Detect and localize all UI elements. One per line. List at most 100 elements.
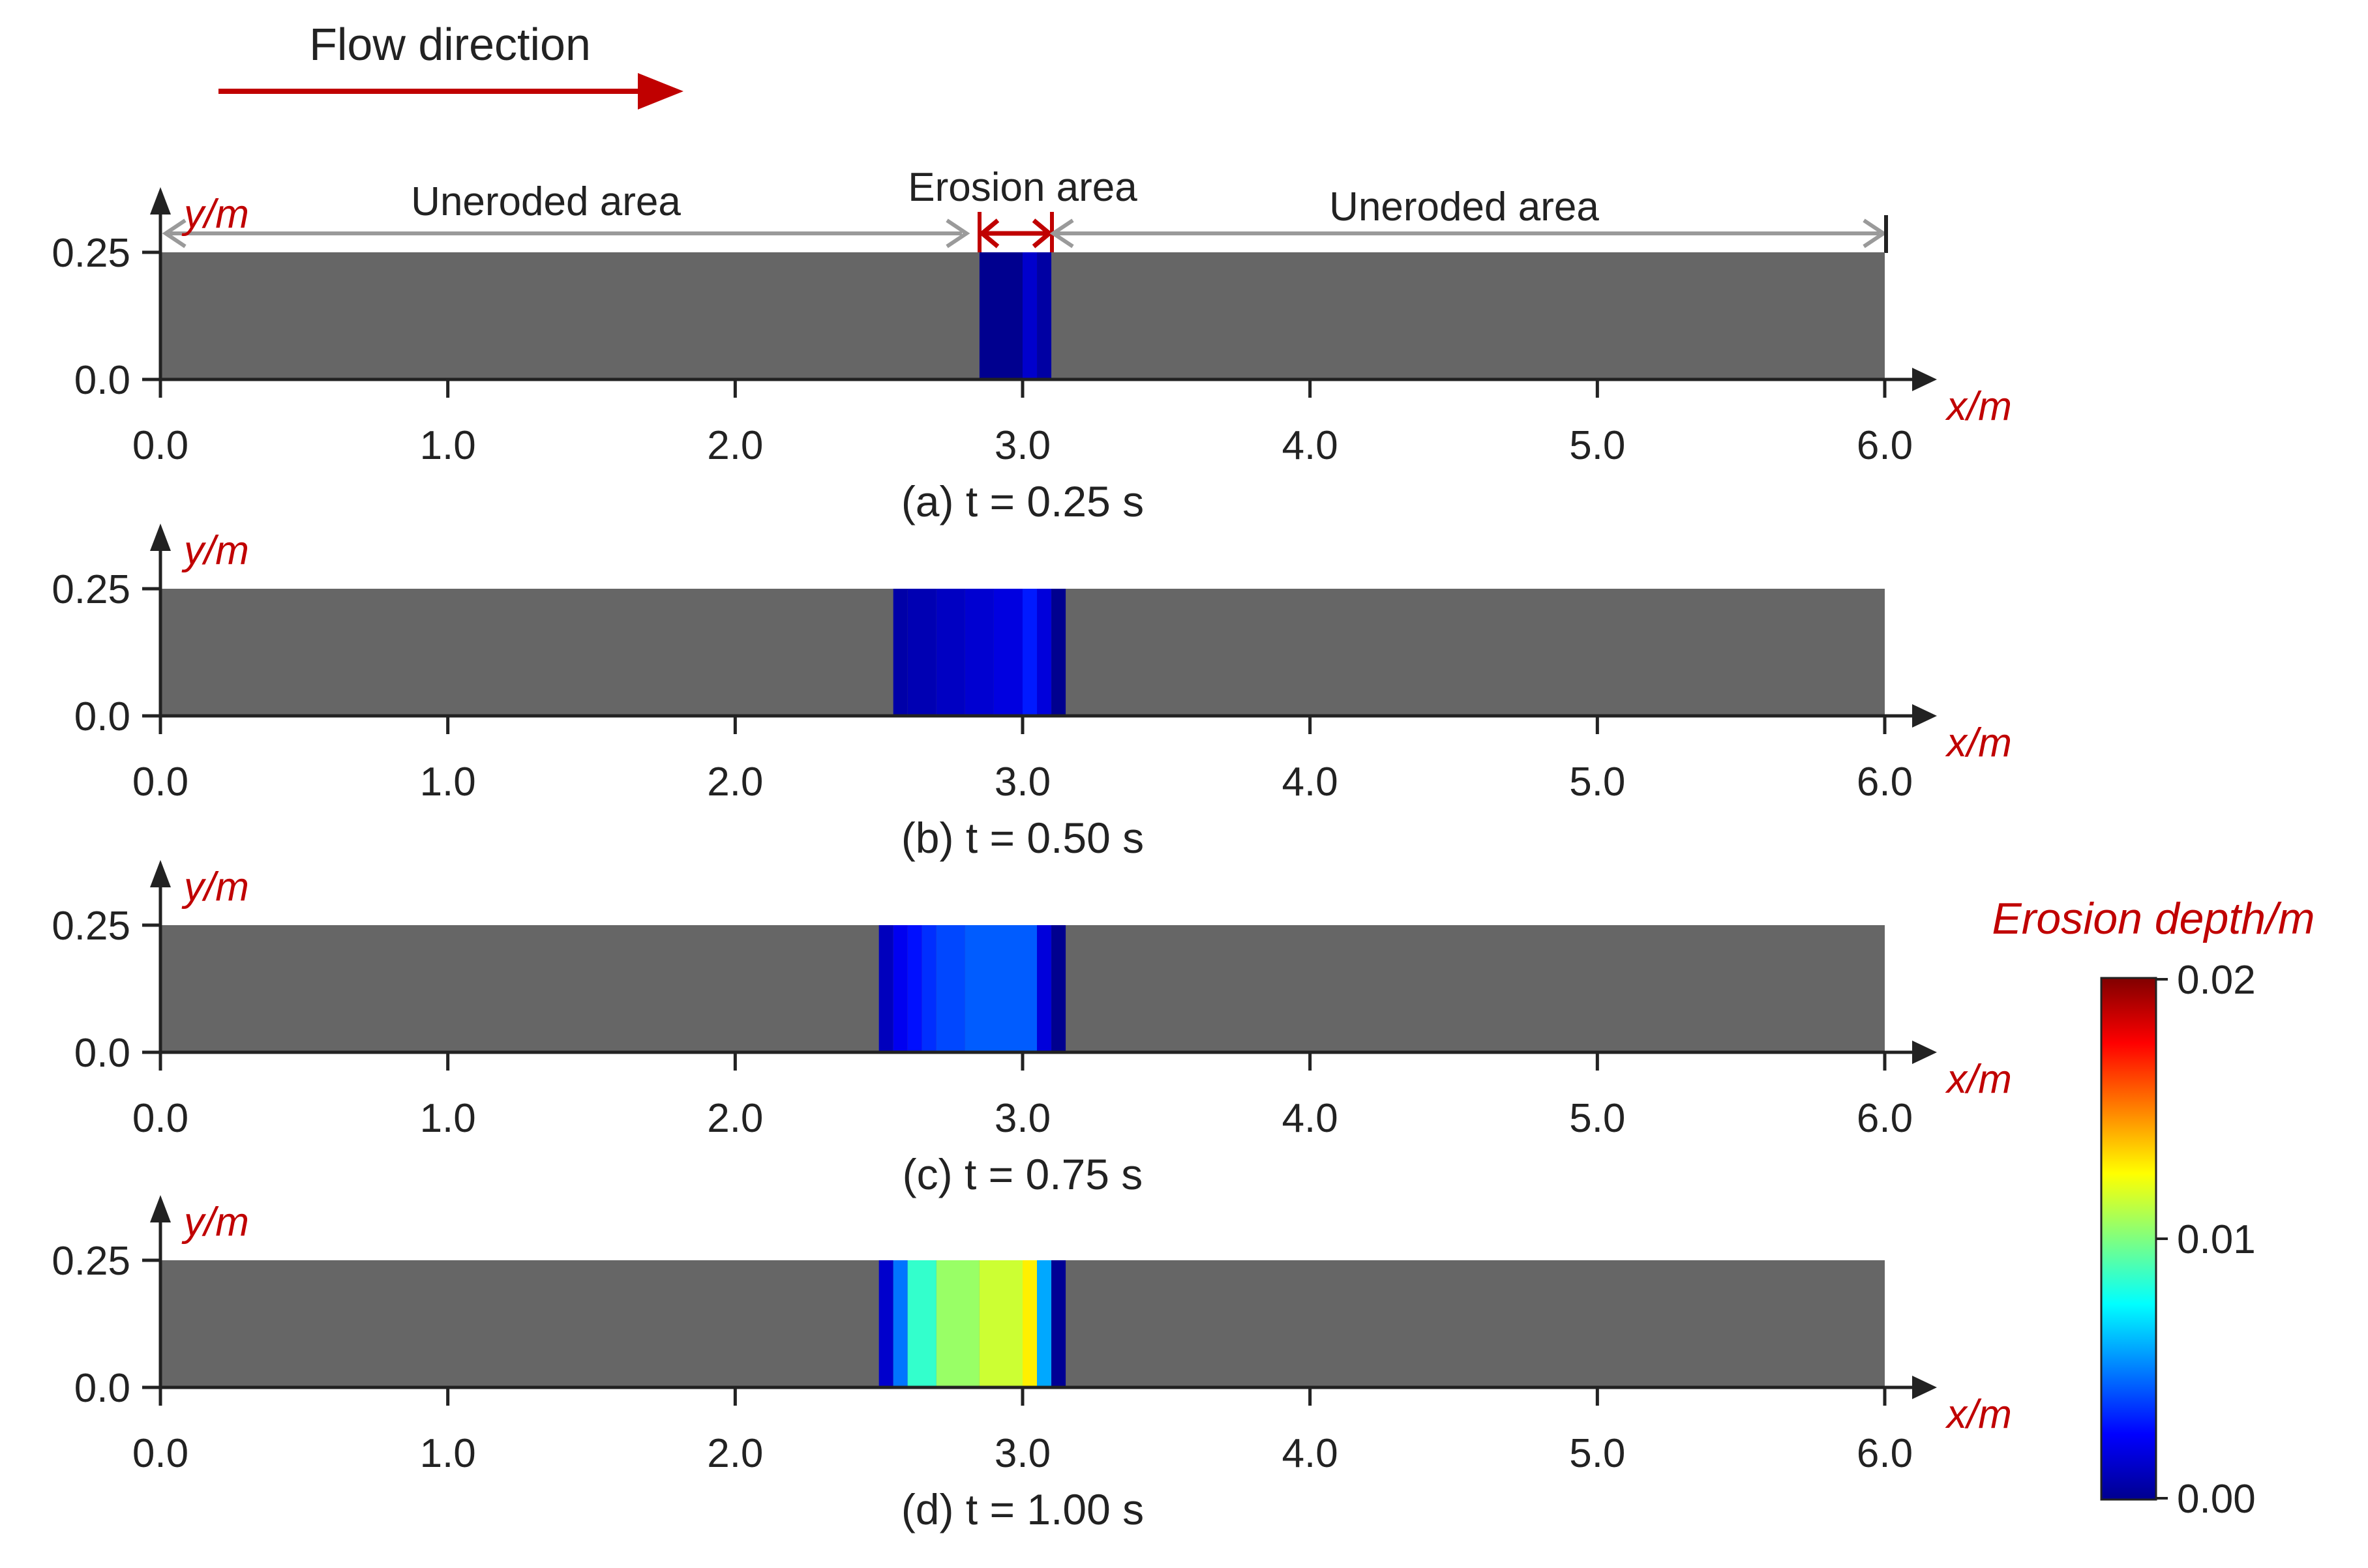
erosion-cell <box>893 925 908 1052</box>
y-tick-label: 0.0 <box>74 694 130 739</box>
x-axis-title: x/m <box>1945 384 2012 429</box>
x-tick-label: 2.0 <box>707 760 763 805</box>
erosion-cell <box>907 1260 937 1387</box>
x-tick-label: 4.0 <box>1282 1096 1338 1141</box>
erosion-cell <box>936 925 965 1052</box>
colorbar: Erosion depth/m 0.02 0.01 0.00 <box>1992 894 2315 1522</box>
panels: y/m x/m 0.0 1.0 2.0 3.0 4.0 5.0 6.0 0.0 0.25 (a) t … <box>52 187 2012 1533</box>
erosion-cell <box>936 589 965 716</box>
erosion-arrowhead-start <box>978 218 1000 248</box>
y-tick-label: 0.25 <box>52 231 130 276</box>
erosion-cell <box>1037 589 1052 716</box>
x-tick-label: 4.0 <box>1282 423 1338 468</box>
y-tick-label: 0.0 <box>74 1366 130 1411</box>
erosion-cell <box>965 925 1038 1052</box>
y-axis-title: y/m <box>181 1200 249 1245</box>
colorbar-tick-label-min: 0.00 <box>2177 1477 2256 1522</box>
panel-2: y/m x/m 0.0 1.0 2.0 3.0 4.0 5.0 6.0 0.0 0.25 (c) t … <box>52 860 2012 1198</box>
x-tick-label: 0.0 <box>132 760 188 805</box>
x-tick-label: 2.0 <box>707 1431 763 1476</box>
x-tick-label: 5.0 <box>1569 423 1625 468</box>
erosion-cell <box>993 589 1023 716</box>
panel-caption: (c) t = 0.75 s <box>903 1150 1143 1198</box>
x-tick-label: 0.0 <box>132 423 188 468</box>
x-tick-label: 3.0 <box>995 423 1051 468</box>
x-tick-label: 0.0 <box>132 1431 188 1476</box>
erosion-cell <box>878 1260 893 1387</box>
erosion-cell <box>1051 1260 1066 1387</box>
erosion-cell <box>1051 589 1066 716</box>
y-axis-title: y/m <box>181 865 249 910</box>
erosion-cell <box>922 925 937 1052</box>
x-tick-label: 1.0 <box>420 1096 476 1141</box>
erosion-cell <box>965 589 994 716</box>
erosion-cell <box>1037 1260 1052 1387</box>
x-tick-label: 3.0 <box>995 1096 1051 1141</box>
flow-direction-arrowhead <box>638 73 683 110</box>
x-tick-label: 5.0 <box>1569 760 1625 805</box>
x-tick-label: 6.0 <box>1857 760 1913 805</box>
x-axis-title: x/m <box>1945 1392 2012 1437</box>
x-axis-arrowhead <box>1912 1376 1937 1399</box>
y-axis-arrowhead <box>150 524 171 551</box>
x-tick-label: 3.0 <box>995 760 1051 805</box>
colorbar-tick-label-max: 0.02 <box>2177 958 2256 1003</box>
erosion-cell <box>893 1260 908 1387</box>
x-tick-label: 4.0 <box>1282 1431 1338 1476</box>
erosion-cell <box>907 589 937 716</box>
erosion-cell <box>1051 925 1066 1052</box>
region-annotation: Uneroded area Erosion area Uneroded area <box>162 165 1888 256</box>
erosion-cell <box>893 589 908 716</box>
x-tick-label: 0.0 <box>132 1096 188 1141</box>
x-tick-label: 1.0 <box>420 423 476 468</box>
erosion-cell <box>979 252 1023 379</box>
x-tick-label: 2.0 <box>707 1096 763 1141</box>
x-axis-title: x/m <box>1945 1057 2012 1102</box>
erosion-area-label: Erosion area <box>908 165 1137 210</box>
y-tick-label: 0.25 <box>52 1239 130 1284</box>
x-tick-label: 1.0 <box>420 760 476 805</box>
x-axis-title: x/m <box>1945 720 2012 765</box>
panel-3: y/m x/m 0.0 1.0 2.0 3.0 4.0 5.0 6.0 0.0 0.25 (d) t … <box>52 1195 2012 1533</box>
y-axis-arrowhead <box>150 860 171 887</box>
panel-caption: (b) t = 0.50 s <box>901 814 1144 862</box>
uneroded-left-arrowhead-end <box>946 218 970 248</box>
y-axis-title: y/m <box>181 192 249 237</box>
flow-direction-label: Flow direction <box>309 19 591 70</box>
y-tick-label: 0.0 <box>74 1031 130 1076</box>
x-tick-label: 6.0 <box>1857 1096 1913 1141</box>
x-tick-label: 5.0 <box>1569 1096 1625 1141</box>
x-axis-arrowhead <box>1912 368 1937 391</box>
erosion-cell <box>936 1260 980 1387</box>
y-axis-arrowhead <box>150 187 171 214</box>
uneroded-left-arrowhead-start <box>162 218 187 248</box>
panel-1: y/m x/m 0.0 1.0 2.0 3.0 4.0 5.0 6.0 0.0 0.25 (b) t … <box>52 524 2012 862</box>
uneroded-right-arrowhead-start <box>1049 218 1074 248</box>
uneroded-right-arrowhead-end <box>1863 218 1887 248</box>
colorbar-title: Erosion depth/m <box>1992 894 2315 943</box>
flow-direction: Flow direction <box>218 19 683 110</box>
x-tick-label: 6.0 <box>1857 423 1913 468</box>
erosion-cell <box>1023 589 1038 716</box>
colorbar-tick-label-mid: 0.01 <box>2177 1217 2256 1262</box>
uneroded-area-right-label: Uneroded area <box>1329 185 1599 229</box>
panel-caption: (d) t = 1.00 s <box>901 1485 1144 1533</box>
y-tick-label: 0.0 <box>74 358 130 403</box>
x-tick-label: 1.0 <box>420 1431 476 1476</box>
x-tick-label: 6.0 <box>1857 1431 1913 1476</box>
erosion-cell <box>1037 925 1052 1052</box>
x-tick-label: 5.0 <box>1569 1431 1625 1476</box>
x-tick-label: 4.0 <box>1282 760 1338 805</box>
erosion-cell <box>1023 1260 1038 1387</box>
erosion-cell <box>1037 252 1052 379</box>
erosion-cell <box>907 925 922 1052</box>
erosion-arrowhead-end <box>1032 218 1053 248</box>
x-tick-label: 3.0 <box>995 1431 1051 1476</box>
x-tick-label: 2.0 <box>707 423 763 468</box>
y-tick-label: 0.25 <box>52 904 130 949</box>
erosion-cell <box>979 1260 1023 1387</box>
x-axis-arrowhead <box>1912 1041 1937 1064</box>
erosion-cell <box>878 925 893 1052</box>
uneroded-area-left-label: Uneroded area <box>411 179 681 224</box>
